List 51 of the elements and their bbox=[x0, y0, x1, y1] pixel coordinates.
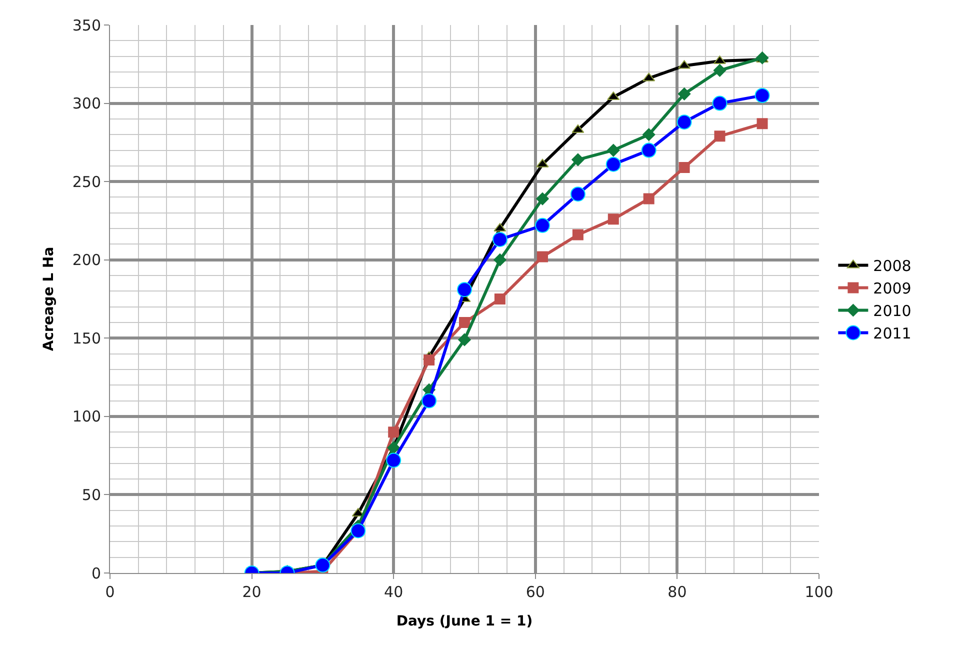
point bbox=[608, 214, 619, 225]
point bbox=[570, 186, 586, 202]
x-tick-label: 0 bbox=[105, 583, 115, 601]
y-tick-label: 200 bbox=[72, 251, 101, 270]
point bbox=[457, 282, 472, 298]
point bbox=[606, 156, 621, 172]
y-tick-label: 0 bbox=[91, 564, 101, 582]
point bbox=[676, 114, 692, 130]
x-tick-label: 40 bbox=[384, 583, 404, 601]
y-tick-label: 100 bbox=[72, 408, 101, 426]
point bbox=[386, 452, 402, 468]
x-tick-label: 80 bbox=[668, 583, 687, 601]
point bbox=[756, 118, 768, 130]
point bbox=[536, 192, 549, 206]
point bbox=[678, 162, 690, 173]
point bbox=[536, 251, 548, 262]
x-tick-label: 20 bbox=[242, 583, 262, 601]
point bbox=[572, 229, 584, 240]
legend-label: 2010 bbox=[873, 302, 912, 320]
y-tick-label: 300 bbox=[72, 94, 101, 113]
point bbox=[641, 142, 656, 158]
y-axis-title: Acreage L Ha bbox=[40, 246, 57, 352]
point bbox=[492, 232, 508, 247]
point bbox=[712, 96, 728, 111]
legend-label: 2008 bbox=[873, 257, 912, 276]
x-axis-title: Days (June 1 = 1) bbox=[396, 613, 533, 630]
y-tick-label: 50 bbox=[82, 486, 101, 504]
point bbox=[424, 354, 435, 366]
point bbox=[643, 193, 654, 204]
point bbox=[494, 254, 506, 266]
point bbox=[572, 153, 584, 166]
point bbox=[754, 88, 770, 103]
point bbox=[678, 88, 691, 100]
point bbox=[713, 64, 726, 77]
point bbox=[714, 130, 726, 142]
point bbox=[388, 426, 400, 438]
point bbox=[642, 128, 656, 141]
y-tick-label: 150 bbox=[72, 329, 101, 348]
point bbox=[494, 294, 506, 304]
x-tick-label: 100 bbox=[804, 583, 834, 601]
point bbox=[607, 144, 620, 157]
legend-label: 2009 bbox=[873, 280, 912, 298]
point bbox=[422, 393, 437, 408]
legend-label: 2011 bbox=[873, 324, 912, 343]
y-tick-label: 250 bbox=[72, 172, 101, 191]
x-tick-label: 60 bbox=[526, 583, 545, 601]
point bbox=[534, 218, 550, 233]
point bbox=[459, 316, 470, 328]
y-tick-label: 350 bbox=[72, 16, 101, 34]
point bbox=[458, 333, 471, 346]
point bbox=[387, 441, 400, 454]
